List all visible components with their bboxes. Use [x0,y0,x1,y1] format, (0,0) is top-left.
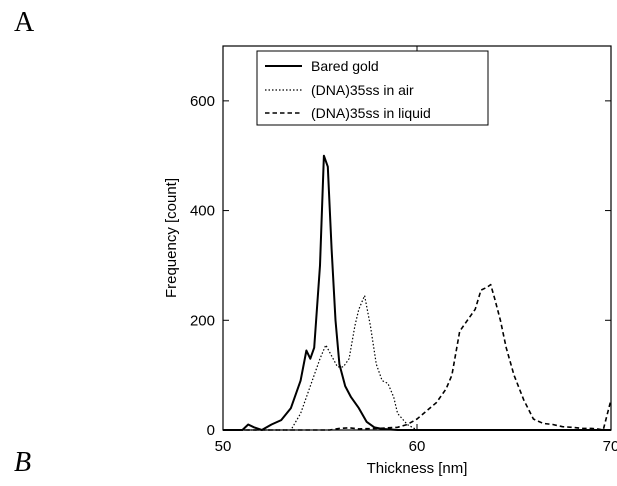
legend: Bared gold (DNA)35ss in air (DNA)35ss in… [256,50,489,126]
y-tick-label: 400 [190,203,215,220]
y-tick-label: 600 [190,93,215,110]
legend-label-bared-gold: Bared gold [311,58,379,74]
series-dna-air [223,295,611,431]
legend-label-dna-liquid: (DNA)35ss in liquid [311,105,431,121]
legend-label-dna-air: (DNA)35ss in air [311,82,414,98]
series-bared-gold [223,154,611,431]
panel-label-a: A [14,7,35,38]
x-axis-label: Thickness [nm] [367,460,468,477]
series-dna-liquid [223,283,612,431]
y-tick-label: 200 [190,312,215,329]
series-layer [223,154,612,431]
x-tick-label: 60 [409,438,426,455]
x-tick-label: 70 [603,438,617,455]
panel-label-b: B [14,447,32,478]
y-tick-label: 0 [207,422,215,439]
x-tick-label: 50 [215,438,232,455]
y-axis-label: Frequency [count] [163,178,180,298]
axis-ticks: 50 60 70 0 200 400 600 [190,46,617,455]
